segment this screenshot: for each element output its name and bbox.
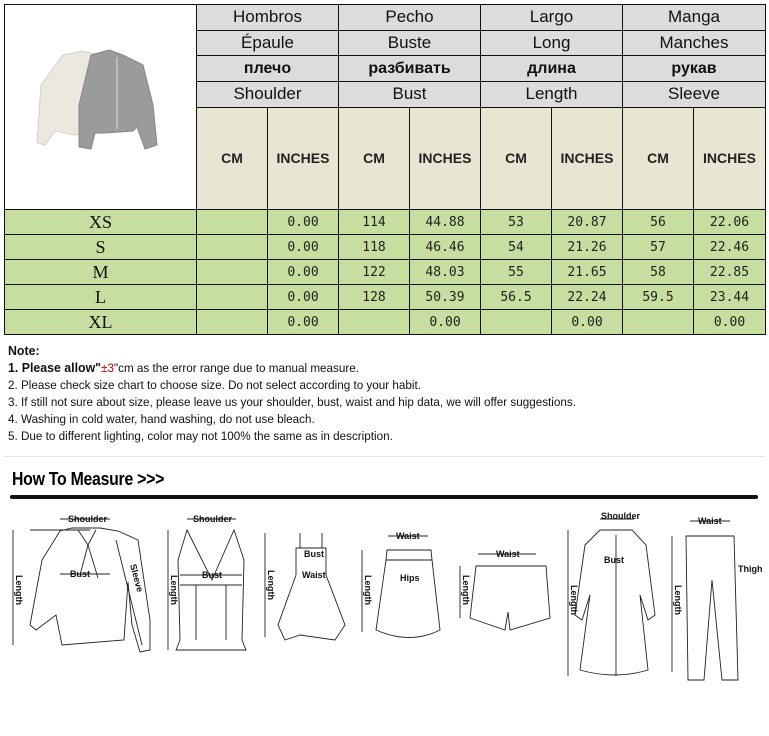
size-cell: 0.00	[267, 259, 339, 285]
dress-bust-label: Bust	[304, 549, 324, 559]
header-french-sleeve: Manches	[622, 29, 766, 57]
skirt-waist-label: Waist	[396, 531, 420, 541]
size-cell: 0.00	[693, 309, 766, 335]
blouse-shoulder-label: Shoulder	[68, 514, 107, 524]
size-cell: 0.00	[267, 234, 339, 260]
size-cell: 0.00	[409, 309, 481, 335]
shorts-waist-label: Waist	[496, 549, 520, 559]
how-to-measure-title: How To Measure >>>	[12, 469, 165, 489]
size-cell: 0.00	[267, 309, 339, 335]
dress-length-label: Length	[266, 570, 276, 600]
note-5: 5. Due to different lighting, color may …	[8, 429, 393, 443]
header-french-bust: Buste	[338, 29, 481, 57]
blouse-length-label: Length	[14, 575, 24, 605]
size-cell: 0.00	[551, 309, 623, 335]
size-cell: 22.85	[693, 259, 766, 285]
skirt-diagram: Waist Hips Length	[361, 531, 441, 638]
header-english-shoulder: Shoulder	[196, 80, 339, 108]
tank-shoulder-label: Shoulder	[193, 514, 232, 524]
pants-diagram: Waist Thigh Length	[671, 516, 763, 681]
header-russian-bust: разбивать	[338, 55, 481, 82]
coat-bust-label: Bust	[604, 555, 624, 565]
skirt-hips-label: Hips	[400, 573, 420, 583]
size-cell: 55	[480, 259, 552, 285]
size-label: XS	[4, 209, 197, 235]
size-cell: 59.5	[622, 284, 694, 310]
note-1-tolerance: ±3	[101, 361, 114, 375]
size-cell: 128	[338, 284, 410, 310]
unit-header: INCHES	[267, 106, 339, 210]
size-cell: 114	[338, 209, 410, 235]
coat-shoulder-label: Shoulder	[601, 511, 640, 521]
size-cell	[338, 309, 410, 335]
size-row: S 0.00 118 46.46 54 21.26 57 22.46	[4, 234, 766, 260]
size-cell: 22.24	[551, 284, 623, 310]
size-cell: 122	[338, 259, 410, 285]
notes-title: Note:	[8, 343, 40, 358]
size-row: XS 0.00 114 44.88 53 20.87 56 22.06	[4, 209, 766, 235]
notes-section: Note: 1. Please allow"±3"cm as the error…	[8, 342, 576, 445]
header-spanish-length: Largo	[480, 4, 623, 31]
product-image	[4, 4, 197, 210]
divider	[4, 456, 765, 457]
note-4: 4. Washing in cold water, hand washing, …	[8, 412, 315, 426]
size-cell	[196, 309, 268, 335]
size-cell: 23.44	[693, 284, 766, 310]
header-spanish-bust: Pecho	[338, 4, 481, 31]
size-cell: 20.87	[551, 209, 623, 235]
unit-header: INCHES	[551, 106, 623, 210]
size-cell	[196, 234, 268, 260]
note-1-bold: 1. Please allow"	[8, 360, 102, 375]
header-french-length: Long	[480, 29, 623, 57]
blouse-diagram: Shoulder Bust Length Sleeve	[12, 514, 151, 653]
note-1-rest: "cm as the error range due to manual mea…	[113, 361, 360, 375]
header-french-shoulder: Épaule	[196, 29, 339, 57]
note-2: 2. Please check size chart to choose siz…	[8, 378, 421, 392]
header-russian-length: длина	[480, 55, 623, 82]
tank-length-label: Length	[169, 575, 179, 605]
unit-header: INCHES	[409, 106, 481, 210]
dress-diagram: Bust Waist Length	[264, 533, 346, 641]
size-cell: 0.00	[267, 284, 339, 310]
size-row: L 0.00 128 50.39 56.5 22.24 59.5 23.44	[4, 284, 766, 310]
pants-thigh-label: Thigh	[738, 564, 763, 574]
dress-waist-label: Waist	[302, 570, 326, 580]
size-row: M 0.00 122 48.03 55 21.65 58 22.85	[4, 259, 766, 285]
header-russian-sleeve: рукав	[622, 55, 766, 82]
tank-diagram: Shoulder Bust Length	[167, 514, 247, 651]
header-russian-shoulder: плечо	[196, 55, 339, 82]
shorts-length-label: Length	[461, 575, 471, 605]
tank-bust-label: Bust	[202, 570, 222, 580]
unit-header: CM	[622, 106, 694, 210]
size-label: XL	[4, 309, 197, 335]
blouse-bust-label: Bust	[70, 569, 90, 579]
coat-diagram: Shoulder Bust Length	[567, 511, 656, 676]
header-spanish-sleeve: Manga	[622, 4, 766, 31]
size-chart-table: Hombros Pecho Largo Manga Épaule Buste L…	[4, 4, 766, 335]
size-cell: 57	[622, 234, 694, 260]
pants-length-label: Length	[673, 585, 683, 615]
pants-waist-label: Waist	[698, 516, 722, 526]
size-cell	[622, 309, 694, 335]
note-3: 3. If still not sure about size, please …	[8, 395, 576, 409]
size-cell: 22.06	[693, 209, 766, 235]
skirt-length-label: Length	[363, 575, 373, 605]
unit-header: CM	[338, 106, 410, 210]
note-1: 1. Please allow"±3"cm as the error range…	[8, 359, 576, 377]
size-cell: 21.26	[551, 234, 623, 260]
heading-rule	[10, 495, 758, 499]
size-row: XL 0.00 0.00 0.00 0.00	[4, 309, 766, 335]
size-cell: 118	[338, 234, 410, 260]
shorts-diagram: Waist Length	[459, 549, 551, 631]
coat-length-label: Length	[569, 585, 579, 615]
size-cell: 56	[622, 209, 694, 235]
size-cell: 44.88	[409, 209, 481, 235]
header-english-bust: Bust	[338, 80, 481, 108]
size-cell	[196, 259, 268, 285]
size-cell: 50.39	[409, 284, 481, 310]
jacket-image	[36, 49, 158, 150]
size-label: L	[4, 284, 197, 310]
